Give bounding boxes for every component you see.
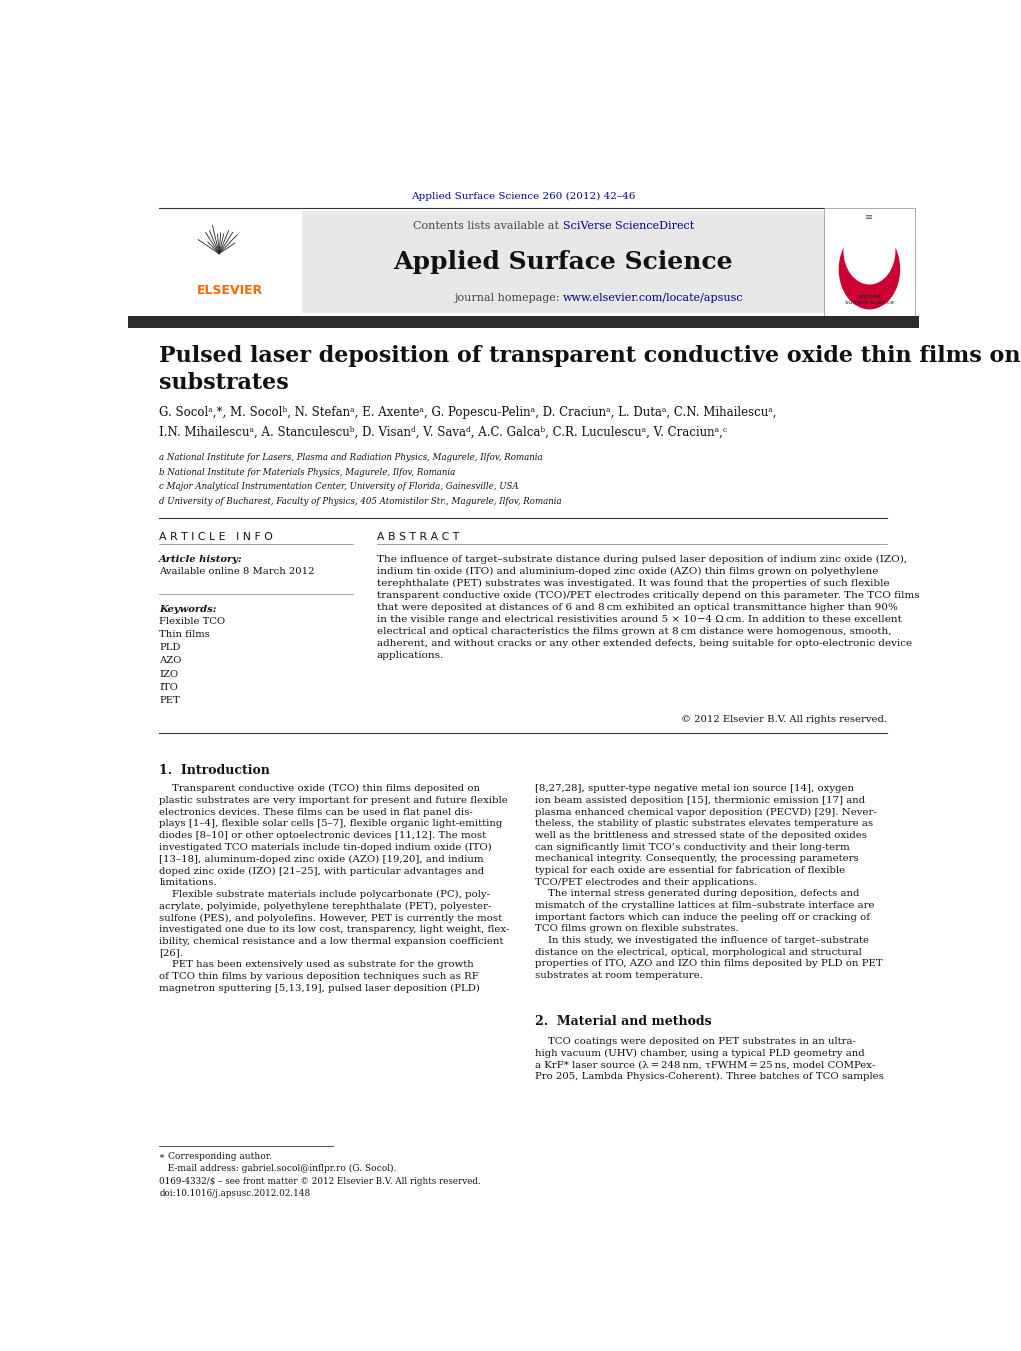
Text: PLD: PLD xyxy=(159,643,181,653)
Text: TCO coatings were deposited on PET substrates in an ultra-
high vacuum (UHV) cha: TCO coatings were deposited on PET subst… xyxy=(535,1036,884,1081)
Text: journal homepage:: journal homepage: xyxy=(453,293,563,303)
Circle shape xyxy=(844,218,894,284)
FancyBboxPatch shape xyxy=(824,208,915,319)
Text: Transparent conductive oxide (TCO) thin films deposited on
plastic substrates ar: Transparent conductive oxide (TCO) thin … xyxy=(159,785,509,993)
Text: Flexible TCO: Flexible TCO xyxy=(159,617,226,627)
Text: ELSEVIER: ELSEVIER xyxy=(197,284,263,297)
Text: A R T I C L E   I N F O: A R T I C L E I N F O xyxy=(159,532,274,542)
Text: © 2012 Elsevier B.V. All rights reserved.: © 2012 Elsevier B.V. All rights reserved… xyxy=(681,715,887,724)
Text: 1.  Introduction: 1. Introduction xyxy=(159,765,271,777)
Text: Applied Surface Science 260 (2012) 42–46: Applied Surface Science 260 (2012) 42–46 xyxy=(411,192,635,201)
Text: a National Institute for Lasers, Plasma and Radiation Physics, Magurele, Ilfov, : a National Institute for Lasers, Plasma … xyxy=(159,453,543,462)
Text: The influence of target–substrate distance during pulsed laser deposition of ind: The influence of target–substrate distan… xyxy=(377,555,920,661)
Text: 0169-4332/$ – see front matter © 2012 Elsevier B.V. All rights reserved.
doi:10.: 0169-4332/$ – see front matter © 2012 El… xyxy=(159,1177,481,1198)
Text: Keywords:: Keywords: xyxy=(159,605,216,613)
Text: 2.  Material and methods: 2. Material and methods xyxy=(535,1016,712,1028)
Text: PET: PET xyxy=(159,696,180,705)
Text: [8,27,28], sputter-type negative metal ion source [14], oxygen
ion beam assisted: [8,27,28], sputter-type negative metal i… xyxy=(535,785,883,979)
Text: Applied Surface Science: Applied Surface Science xyxy=(393,250,733,274)
Text: www.elsevier.com/locate/apsusc: www.elsevier.com/locate/apsusc xyxy=(563,293,743,303)
Text: Pulsed laser deposition of transparent conductive oxide thin films on flexible
s: Pulsed laser deposition of transparent c… xyxy=(159,346,1021,393)
Text: G. Socolᵃ,*, M. Socolᵇ, N. Stefanᵃ, E. Axenteᵃ, G. Popescu-Pelinᵃ, D. Craciunᵃ, : G. Socolᵃ,*, M. Socolᵇ, N. Stefanᵃ, E. A… xyxy=(159,407,777,439)
FancyBboxPatch shape xyxy=(128,316,919,328)
Text: b National Institute for Materials Physics, Magurele, Ilfov, Romania: b National Institute for Materials Physi… xyxy=(159,467,455,477)
Text: Thin films: Thin films xyxy=(159,631,210,639)
Text: Available online 8 March 2012: Available online 8 March 2012 xyxy=(159,567,314,576)
Text: SciVerse ScienceDirect: SciVerse ScienceDirect xyxy=(563,222,694,231)
FancyBboxPatch shape xyxy=(159,211,824,313)
Text: d University of Bucharest, Faculty of Physics, 405 Atomistilor Str., Magurele, I: d University of Bucharest, Faculty of Ph… xyxy=(159,497,562,507)
Text: ≡: ≡ xyxy=(866,212,874,222)
Text: Contents lists available at: Contents lists available at xyxy=(414,222,563,231)
FancyBboxPatch shape xyxy=(159,211,302,313)
Text: A B S T R A C T: A B S T R A C T xyxy=(377,532,459,542)
Circle shape xyxy=(839,230,900,309)
Text: c Major Analytical Instrumentation Center, University of Florida, Gainesville, U: c Major Analytical Instrumentation Cente… xyxy=(159,482,519,492)
Text: AZO: AZO xyxy=(159,657,182,666)
Text: applied
surface science: applied surface science xyxy=(845,293,894,305)
Text: Article history:: Article history: xyxy=(159,555,243,563)
Text: ITO: ITO xyxy=(159,682,178,692)
Text: IZO: IZO xyxy=(159,670,179,678)
Text: ∗ Corresponding author.
   E-mail address: gabriel.socol@inflpr.ro (G. Socol).: ∗ Corresponding author. E-mail address: … xyxy=(159,1152,396,1173)
